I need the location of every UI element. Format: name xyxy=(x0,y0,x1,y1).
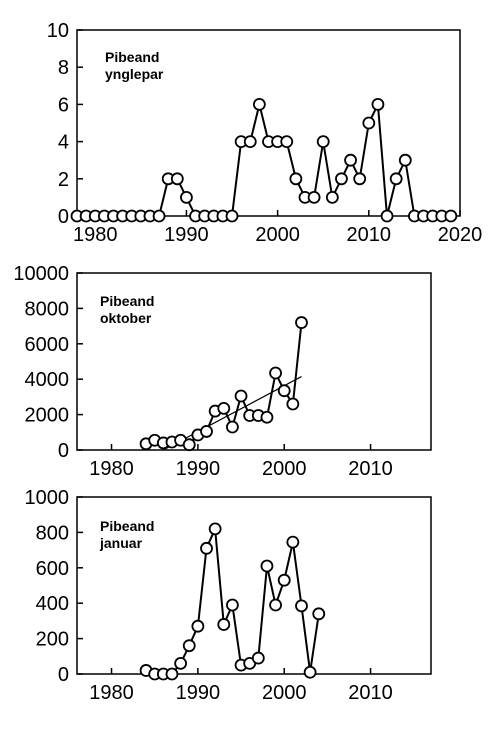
y-tick-label: 200 xyxy=(36,629,69,651)
y-tick-label: 2000 xyxy=(25,405,70,427)
data-point xyxy=(307,190,321,204)
data-point xyxy=(226,420,239,434)
x-tick-label: 1990 xyxy=(176,682,221,704)
chart-panel-2: 0 2000 4000 6000 8000 10000 1980 1990 2000 2010 Pi… xyxy=(13,263,432,480)
x-tick-label: 2010 xyxy=(348,458,393,480)
data-point xyxy=(277,573,291,587)
y-tick-label: 8 xyxy=(58,57,69,79)
data-point xyxy=(191,619,205,633)
panel-title-line: oktober xyxy=(100,310,152,326)
x-tick-label: 2000 xyxy=(262,682,307,704)
data-point xyxy=(200,541,213,555)
panel-title-line: Pibeand xyxy=(100,293,154,309)
y-tick-label: 4000 xyxy=(25,369,70,391)
data-point xyxy=(380,209,394,223)
data-point xyxy=(280,135,294,149)
data-point xyxy=(243,135,257,149)
data-point xyxy=(398,153,412,167)
data-point xyxy=(362,116,376,130)
data-point xyxy=(325,190,339,204)
data-point xyxy=(152,209,166,223)
x-tick-label: 2010 xyxy=(348,682,393,704)
data-point xyxy=(335,172,348,186)
data-point xyxy=(286,535,300,549)
data-point xyxy=(217,402,231,415)
data-point xyxy=(251,651,265,665)
data-point xyxy=(353,172,367,186)
chart-panel-1: 0 2 4 6 8 10 1980 1990 2000 2010 2020 Pibeandynglep… xyxy=(47,20,483,246)
data-point xyxy=(444,209,458,223)
x-tick-label: 1980 xyxy=(73,224,118,246)
y-tick-label: 10000 xyxy=(13,263,69,285)
x-tick-label: 1980 xyxy=(89,458,134,480)
y-tick-label: 6000 xyxy=(25,334,70,356)
data-point xyxy=(182,639,196,653)
data-point xyxy=(286,397,300,411)
panel-title-line: Pibeand xyxy=(105,49,159,65)
data-point xyxy=(295,599,308,613)
data-point xyxy=(217,618,231,631)
x-tick-label: 2000 xyxy=(255,224,300,246)
y-tick-label: 0 xyxy=(58,664,69,686)
x-tick-label: 1980 xyxy=(89,682,134,704)
y-tick-label: 8000 xyxy=(25,298,70,320)
y-tick-label: 800 xyxy=(36,522,69,544)
data-point xyxy=(269,598,282,612)
data-point xyxy=(277,384,291,398)
panel-title-line: januar xyxy=(99,535,143,551)
panel-title-line: Pibeand xyxy=(100,518,154,534)
data-point xyxy=(252,98,266,111)
data-point xyxy=(344,153,357,167)
x-tick-label: 2010 xyxy=(347,224,392,246)
y-tick-label: 600 xyxy=(36,558,69,580)
y-tick-label: 400 xyxy=(36,593,69,615)
data-point xyxy=(208,522,222,536)
data-point xyxy=(303,665,317,679)
data-point xyxy=(269,366,282,380)
x-tick-label: 1990 xyxy=(176,458,221,480)
y-tick-label: 0 xyxy=(58,440,69,462)
data-point xyxy=(200,425,213,438)
y-tick-label: 0 xyxy=(58,206,69,228)
chart-panel-3: 0 200 400 600 800 1000 1980 1990 2000 2010 Pibeand… xyxy=(25,487,432,704)
data-point xyxy=(174,656,188,670)
plot-frame xyxy=(76,272,432,451)
data-point xyxy=(260,559,274,573)
y-tick-label: 2 xyxy=(58,169,69,191)
data-point xyxy=(165,667,179,681)
data-point xyxy=(389,172,403,186)
x-tick-label: 1990 xyxy=(164,224,209,246)
plot-frame xyxy=(76,29,461,217)
data-point xyxy=(312,607,326,621)
plot-frame xyxy=(76,496,432,675)
data-point xyxy=(170,172,184,186)
data-point xyxy=(226,598,239,612)
y-tick-label: 10 xyxy=(47,20,69,42)
data-point xyxy=(180,190,193,204)
y-tick-label: 6 xyxy=(58,94,69,116)
data-point xyxy=(225,209,239,223)
data-point xyxy=(234,389,248,403)
x-tick-label: 2020 xyxy=(438,224,483,246)
data-point xyxy=(260,410,274,424)
series-line xyxy=(77,100,451,217)
series-line xyxy=(145,322,303,446)
panel-title-line: ynglepar xyxy=(105,66,164,82)
y-tick-label: 4 xyxy=(58,132,69,154)
x-tick-label: 2000 xyxy=(262,458,307,480)
data-point xyxy=(316,135,330,149)
data-point xyxy=(182,438,196,452)
data-point xyxy=(289,172,303,186)
data-point xyxy=(295,316,308,329)
data-point xyxy=(371,98,385,111)
y-tick-label: 1000 xyxy=(25,487,70,509)
